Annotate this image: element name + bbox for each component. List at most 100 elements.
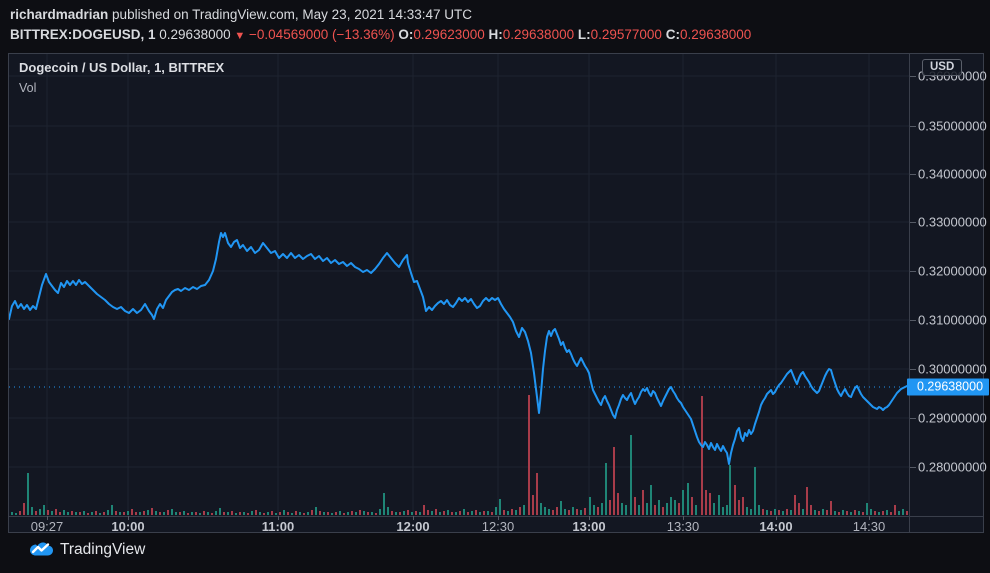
volume-bar-down <box>511 509 513 515</box>
volume-bar-down <box>407 510 409 515</box>
time-tick-mark <box>683 516 684 520</box>
volume-bar-up <box>411 512 413 515</box>
volume-bar-down <box>691 497 693 515</box>
volume-bar-down <box>838 512 840 515</box>
volume-bar-up <box>379 509 381 515</box>
volume-bar-up <box>219 508 221 515</box>
time-tick-mark <box>776 516 777 520</box>
volume-bar-down <box>503 510 505 515</box>
time-tick-label: 13:30 <box>666 519 700 534</box>
time-tick-mark <box>589 516 590 520</box>
volume-bar-up <box>630 435 632 515</box>
author-username: richardmadrian <box>10 7 109 22</box>
volume-bar-up <box>471 511 473 515</box>
volume-bar-up <box>371 512 373 515</box>
time-tick-label: 10:00 <box>111 519 145 534</box>
volume-bar-up <box>666 503 668 515</box>
volume-bar-up <box>251 511 253 515</box>
volume-bar-down <box>95 511 97 515</box>
tradingview-logo-icon[interactable] <box>28 540 55 560</box>
time-tick-mark <box>278 516 279 520</box>
volume-bar-up <box>347 512 349 515</box>
volume-bar-up <box>447 510 449 515</box>
tradingview-brand-text[interactable]: TradingView <box>60 541 146 558</box>
volume-bar-up <box>718 495 720 515</box>
last-price-value: 0.29638000 <box>159 27 231 42</box>
time-axis-separator <box>9 516 983 517</box>
volume-bar-up <box>243 512 245 515</box>
volume-bar-up <box>580 510 582 515</box>
time-axis[interactable]: 09:27 10:00 11:00 12:00 12:30 13:00 13:30 14:00… <box>9 516 909 534</box>
volume-bar-down <box>854 510 856 515</box>
volume-bar-up <box>758 505 760 515</box>
volume-bar-down <box>762 509 764 515</box>
price-tick-label: 0.28000000 <box>918 459 987 475</box>
volume-bar-up <box>15 513 17 515</box>
volume-bar-down <box>613 447 615 515</box>
volume-bar-up <box>621 503 623 515</box>
volume-bar-down <box>890 512 892 515</box>
volume-bar-up <box>83 511 85 515</box>
price-tick-mark <box>910 222 916 223</box>
volume-bar-down <box>351 511 353 515</box>
volume-bar-down <box>35 511 37 515</box>
time-tick-mark <box>128 516 129 520</box>
price-tick-label: 0.34000000 <box>918 166 987 182</box>
volume-bar-down <box>415 511 417 515</box>
volume-bar-down <box>483 511 485 515</box>
volume-bar-up <box>27 473 29 515</box>
volume-bar-down <box>231 511 233 515</box>
volume-bar-down <box>327 512 329 515</box>
volume-bar-down <box>701 396 703 515</box>
close-value: 0.29638000 <box>679 27 752 42</box>
volume-bar-up <box>139 512 141 515</box>
volume-bar-up <box>191 512 193 515</box>
volume-bar-down <box>451 512 453 515</box>
volume-bar-down <box>705 490 707 515</box>
volume-bar-up <box>463 509 465 515</box>
volume-bar-down <box>343 513 345 515</box>
volume-bar-down <box>211 513 213 515</box>
chart-plot-area[interactable] <box>9 54 909 516</box>
volume-bar-down <box>19 511 21 515</box>
volume-bar-up <box>589 497 591 515</box>
volume-bar-up <box>155 511 157 515</box>
price-axis[interactable]: USD 0.29638000 0.36000000 0.35000000 0.340… <box>907 54 990 516</box>
volume-bar-down <box>654 505 656 515</box>
low-label: L: <box>577 27 591 42</box>
volume-bar-up <box>866 503 868 515</box>
volume-bar-up <box>674 500 676 515</box>
volume-bar-up <box>729 465 731 515</box>
published-text: published on TradingView.com, May 23, 20… <box>108 7 473 22</box>
volume-bar-up <box>91 512 93 515</box>
price-tick-label: 0.31000000 <box>918 312 987 328</box>
volume-bar-up <box>564 509 566 515</box>
volume-bar-up <box>902 509 904 515</box>
volume-bar-down <box>734 485 736 515</box>
footer-bar: TradingView <box>0 535 990 573</box>
volume-bar-up <box>267 512 269 515</box>
volume-bar-up <box>291 513 293 515</box>
volume-bar-down <box>459 511 461 515</box>
volume-bar-up <box>878 512 880 515</box>
volume-bar-down <box>678 503 680 515</box>
volume-bar-up <box>646 503 648 515</box>
volume-bar-up <box>842 510 844 515</box>
volume-bar-up <box>544 507 546 515</box>
volume-bar-down <box>151 508 153 515</box>
volume-bar-down <box>778 510 780 515</box>
volume-bar-down <box>532 495 534 515</box>
price-tick-mark <box>910 76 916 77</box>
volume-bar-down <box>786 509 788 515</box>
volume-bar-down <box>47 510 49 515</box>
price-tick-label: 0.35000000 <box>918 118 987 134</box>
volume-bar-down <box>263 513 265 515</box>
volume-bar-down <box>167 510 169 515</box>
low-value: 0.29577000 <box>590 27 662 42</box>
price-tick-mark <box>910 174 916 175</box>
volume-bar-up <box>75 512 77 515</box>
volume-bar-up <box>43 505 45 515</box>
volume-bar-down <box>367 512 369 515</box>
symbol-info-line: BITTREX:DOGEUSD, 1 0.29638000 ▼ −0.04569… <box>10 27 751 42</box>
volume-bar-up <box>601 503 603 515</box>
